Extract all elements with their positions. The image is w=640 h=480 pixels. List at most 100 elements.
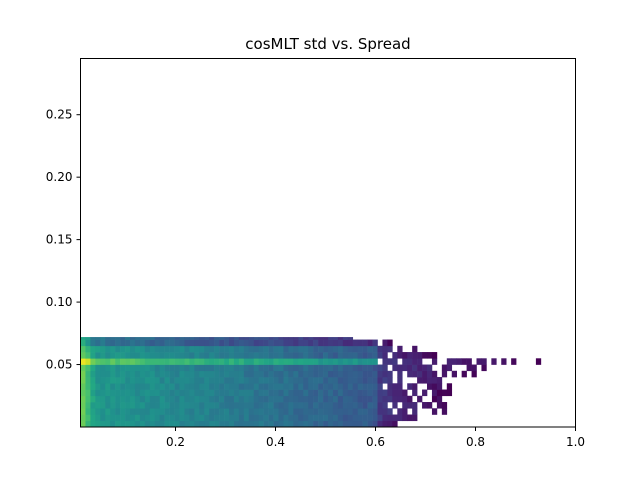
heatmap-cell [328, 339, 334, 347]
heatmap-cell [377, 420, 383, 428]
heatmap-cell [337, 383, 344, 390]
heatmap-cell [303, 402, 309, 409]
heatmap-cell [233, 402, 240, 409]
heatmap-cell [139, 345, 146, 353]
heatmap-cell [268, 345, 274, 353]
heatmap-cell [362, 345, 368, 353]
x-tick-label: 0.8 [466, 435, 485, 449]
heatmap-cell [372, 358, 378, 365]
heatmap-cell [308, 358, 314, 365]
heatmap-cell [110, 377, 116, 384]
heatmap-cell [362, 389, 368, 397]
heatmap-cell [278, 402, 284, 409]
heatmap-cell [248, 383, 255, 390]
heatmap-cell [387, 420, 393, 428]
heatmap-cell [362, 370, 368, 378]
heatmap-cell [199, 358, 205, 365]
heatmap-cell [149, 414, 156, 422]
heatmap-cell [278, 383, 284, 390]
heatmap-cell [174, 383, 180, 390]
heatmap-cell [407, 383, 413, 390]
heatmap-cell [352, 358, 358, 365]
heatmap-cell [224, 383, 230, 390]
heatmap-cell [159, 383, 165, 390]
heatmap-cell [273, 364, 279, 372]
heatmap-cell [268, 358, 274, 365]
heatmap-cell [125, 377, 131, 384]
heatmap-cell [125, 358, 131, 365]
heatmap-cell [466, 358, 472, 365]
heatmap-cell [318, 352, 324, 359]
heatmap-cell [110, 358, 116, 365]
heatmap-cell [154, 414, 160, 422]
heatmap-cell [169, 414, 175, 422]
heatmap-cell [263, 383, 269, 390]
heatmap-cell [273, 408, 279, 415]
heatmap-cell [422, 377, 428, 384]
heatmap-cell [372, 377, 378, 384]
heatmap-cell [209, 389, 215, 397]
heatmap-cell [159, 364, 165, 372]
heatmap-cell [169, 389, 175, 397]
heatmap-cell [149, 339, 156, 347]
heatmap-cell [179, 414, 185, 422]
heatmap-cell [159, 370, 165, 378]
heatmap-cell [139, 414, 146, 422]
heatmap-cell [392, 414, 398, 422]
x-tick-label: 1.0 [566, 435, 585, 449]
heatmap-cell [224, 339, 230, 347]
heatmap-cell [194, 370, 200, 378]
heatmap-cell [199, 389, 205, 397]
heatmap-cell [110, 389, 116, 397]
heatmap-cell [367, 389, 373, 397]
heatmap-cell [392, 420, 398, 428]
heatmap-cell [412, 389, 418, 397]
heatmap-cell [199, 345, 205, 353]
heatmap-cell [253, 389, 259, 397]
heatmap-cell [243, 402, 250, 409]
heatmap-cell [372, 414, 378, 422]
heatmap-cell [337, 358, 344, 365]
heatmap-cell [130, 389, 136, 397]
heatmap-cell [417, 358, 423, 365]
heatmap-cell [397, 345, 403, 353]
heatmap-cell [209, 339, 215, 347]
heatmap-cell [159, 358, 165, 365]
heatmap-cell [199, 420, 205, 428]
heatmap-cell [130, 402, 136, 409]
heatmap-cell [219, 377, 225, 384]
heatmap-cell [367, 358, 373, 365]
heatmap-cell [243, 408, 250, 415]
heatmap-cell [184, 358, 190, 365]
heatmap-cell [328, 408, 334, 415]
heatmap-cell [214, 383, 220, 390]
heatmap-cell [318, 402, 324, 409]
heatmap-cell [154, 377, 160, 384]
heatmap-cell [357, 339, 363, 347]
heatmap-cell [461, 358, 467, 365]
heatmap-cell [511, 358, 517, 365]
heatmap-cell [461, 370, 467, 378]
heatmap-cell [298, 420, 304, 428]
heatmap-cell [273, 395, 279, 403]
heatmap-cell [501, 358, 507, 365]
heatmap-cell [347, 370, 354, 378]
heatmap-cell [258, 345, 264, 353]
heatmap-cell [407, 402, 413, 409]
heatmap-cell [362, 414, 368, 422]
heatmap-cell [412, 352, 418, 359]
heatmap-cell [154, 395, 160, 403]
heatmap-cell [258, 358, 264, 365]
heatmap-cell [318, 408, 324, 415]
heatmap-cell [342, 402, 349, 409]
heatmap-cell [293, 345, 299, 353]
heatmap-cell [332, 370, 339, 378]
y-tick-label: 0.05 [46, 358, 73, 372]
heatmap-cell [328, 345, 334, 353]
heatmap-cell [115, 414, 121, 422]
heatmap-cell [491, 358, 497, 365]
heatmap-cell [209, 345, 215, 353]
heatmap-cell [248, 420, 255, 428]
heatmap-cell [273, 414, 279, 422]
heatmap-cell [332, 389, 339, 397]
